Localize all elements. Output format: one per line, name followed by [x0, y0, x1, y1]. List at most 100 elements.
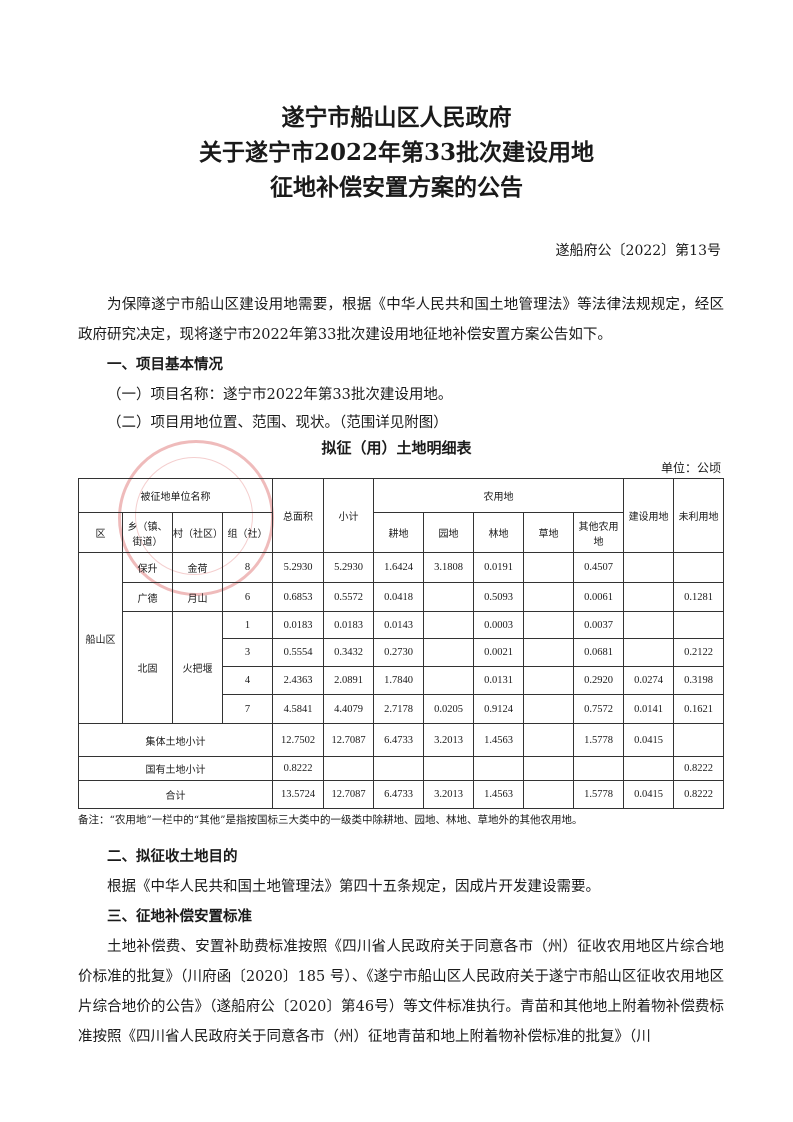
- table-row: 3 0.5554 0.3432 0.2730 0.0021 0.0681 0.2122: [79, 638, 725, 667]
- total-cell: 4.5841: [272, 694, 324, 724]
- total-cell: 12.7502: [272, 723, 324, 757]
- table-row: 4 2.4363 2.0891 1.7840 0.0131 0.2920 0.0274 0.3…: [79, 666, 725, 695]
- document-title: 遂宁市船山区人民政府 关于遂宁市2022年第33批次建设用地 征地补偿安置方案的…: [0, 100, 793, 205]
- group-cell: 7: [222, 694, 273, 724]
- garden-cell: 3.2013: [423, 780, 474, 809]
- garden-cell: 3.2013: [423, 723, 474, 757]
- section2-heading: 二、拟征收土地目的: [107, 849, 238, 865]
- village-cell: 火把堰: [172, 611, 223, 724]
- grass-cell: [523, 780, 574, 809]
- grass-cell: [523, 756, 574, 781]
- construction-cell: 0.0141: [623, 694, 675, 724]
- forest-cell: 0.0021: [473, 638, 524, 667]
- subtotal-cell: 12.7087: [323, 780, 374, 809]
- total-cell: 0.0183: [272, 611, 324, 639]
- arable-cell: 6.4733: [373, 723, 424, 757]
- forest-cell: 0.0191: [473, 552, 524, 583]
- grass-cell: [523, 723, 574, 757]
- header-unit-name: 被征地单位名称: [78, 478, 273, 513]
- header-arable: 耕地: [373, 512, 424, 553]
- grass-cell: [523, 552, 574, 583]
- title-line: 征地补偿安置方案的公告: [270, 174, 523, 201]
- garden-cell: [423, 756, 474, 781]
- town-cell: 北固: [122, 611, 173, 724]
- subtotal-cell: 0.0183: [323, 611, 374, 639]
- construction-cell: [623, 552, 675, 583]
- table-caption: 拟征（用）土地明细表: [321, 439, 472, 457]
- subtotal-cell: 5.2930: [323, 552, 374, 583]
- unused-cell: 0.3198: [673, 666, 725, 695]
- arable-cell: 6.4733: [373, 780, 424, 809]
- unused-cell: 0.1621: [673, 694, 725, 724]
- forest-cell: 0.5093: [473, 582, 524, 612]
- unused-cell: 0.1281: [673, 582, 725, 612]
- forest-cell: 0.0131: [473, 666, 524, 695]
- construction-cell: [623, 756, 675, 781]
- group-cell: 6: [222, 582, 273, 612]
- grass-cell: [523, 694, 574, 724]
- grass-cell: [523, 582, 574, 612]
- state-label: 国有土地小计: [78, 756, 273, 781]
- header-subtotal: 小计: [323, 478, 374, 553]
- other-cell: 0.0061: [572, 582, 625, 612]
- construction-cell: [623, 638, 675, 667]
- construction-cell: [623, 611, 675, 639]
- group-cell: 4: [222, 666, 273, 695]
- header-total: 总面积: [272, 478, 324, 553]
- header-construction: 建设用地: [623, 478, 675, 553]
- unused-cell: 0.8222: [673, 780, 725, 809]
- total-cell: 5.2930: [272, 552, 324, 583]
- district-cell: 船山区: [78, 552, 123, 724]
- unused-cell: 0.2122: [673, 638, 725, 667]
- header-group: 组（社）: [222, 512, 273, 553]
- land-detail-table: 被征地单位名称 总面积 小计 农用地 建设用地 未利用地 区 乡（镇、街道） 村…: [78, 478, 725, 809]
- table-row: 北固 火把堰 1 0.0183 0.0183 0.0143 0.0003 0.0037: [79, 611, 725, 724]
- arable-cell: [373, 756, 424, 781]
- garden-cell: [423, 611, 474, 639]
- table-note: 备注：“农用地”一栏中的“其他”是指按国标三大类中的一级类中除耕地、园地、林地、…: [78, 814, 583, 826]
- town-cell: 广德: [122, 582, 173, 612]
- unused-cell: [673, 723, 725, 757]
- subtotal-cell: 2.0891: [323, 666, 374, 695]
- arable-cell: 1.6424: [373, 552, 424, 583]
- table-row: 广德 月山 6 0.6853 0.5572 0.0418 0.5093 0.0061 0.128…: [79, 582, 725, 612]
- section1-item1: （一）项目名称：遂宁市2022年第33批次建设用地。: [107, 387, 453, 403]
- other-cell: 1.5778: [572, 723, 625, 757]
- construction-cell: [623, 582, 675, 612]
- village-cell: 月山: [172, 582, 223, 612]
- section3-text: 土地补偿费、安置补助费标准按照《四川省人民政府关于同意各市（州）征收农用地区片综…: [78, 939, 724, 1045]
- header-village: 村（社区）: [172, 512, 223, 553]
- table-unit: 单位：公顷: [660, 461, 721, 475]
- arable-cell: 0.0143: [373, 611, 424, 639]
- other-cell: 0.0681: [572, 638, 625, 667]
- village-cell: 金荷: [172, 552, 223, 583]
- construction-cell: 0.0274: [623, 666, 675, 695]
- group-cell: 1: [222, 611, 273, 639]
- other-cell: 0.4507: [572, 552, 625, 583]
- garden-cell: [423, 666, 474, 695]
- other-cell: 0.0037: [572, 611, 625, 639]
- other-cell: 0.2920: [572, 666, 625, 695]
- garden-cell: [423, 582, 474, 612]
- header-forest: 林地: [473, 512, 524, 553]
- grass-cell: [523, 666, 574, 695]
- unused-cell: [673, 552, 725, 583]
- forest-cell: 1.4563: [473, 780, 524, 809]
- subtotal-cell: 4.4079: [323, 694, 374, 724]
- header-grass: 草地: [523, 512, 574, 553]
- other-cell: [572, 756, 625, 781]
- collective-label: 集体土地小计: [78, 723, 273, 757]
- title-line: 遂宁市船山区人民政府: [281, 104, 512, 131]
- header-other-agri: 其他农用地: [572, 512, 625, 553]
- header-unused: 未利用地: [673, 478, 725, 553]
- garden-cell: 0.0205: [423, 694, 474, 724]
- subtotal-cell: 12.7087: [323, 723, 374, 757]
- subtotal-cell: [323, 756, 374, 781]
- section2-text: 根据《中华人民共和国土地管理法》第四十五条规定，因成片开发建设需要。: [107, 879, 600, 895]
- garden-cell: 3.1808: [423, 552, 474, 583]
- header-agri: 农用地: [372, 478, 625, 513]
- subtotal-cell: 0.3432: [323, 638, 374, 667]
- town-cell: 保升: [122, 552, 173, 583]
- total-cell: 0.5554: [272, 638, 324, 667]
- section1-heading: 一、项目基本情况: [107, 357, 223, 373]
